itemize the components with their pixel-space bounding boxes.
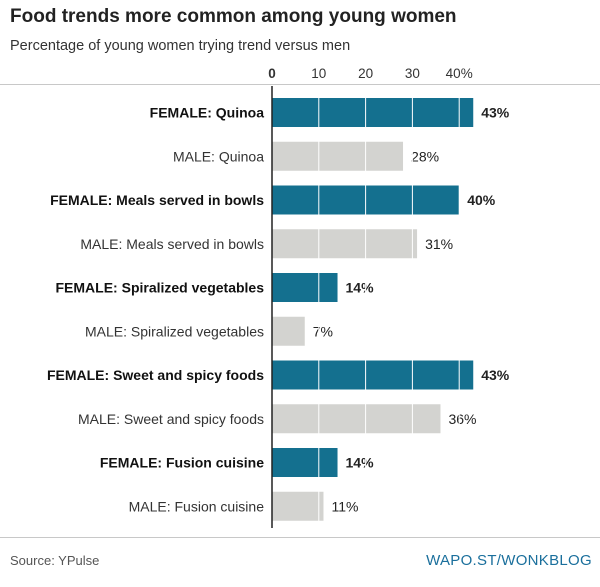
- category-label: MALE: Fusion cuisine: [129, 498, 265, 514]
- value-label: 28%: [411, 148, 439, 164]
- value-label: 11%: [331, 498, 358, 514]
- category-label: FEMALE: Fusion cuisine: [100, 455, 264, 471]
- bar-female: [272, 360, 474, 390]
- x-tick-label: 40%: [446, 66, 473, 81]
- value-label: 43%: [481, 367, 510, 383]
- category-label: MALE: Sweet and spicy foods: [78, 411, 264, 427]
- x-tick-label: 20: [358, 66, 373, 81]
- value-label: 7%: [313, 323, 333, 339]
- footer-rule: [0, 537, 600, 538]
- category-label: FEMALE: Meals served in bowls: [50, 192, 264, 208]
- bar-male: [272, 404, 441, 434]
- chart-title: Food trends more common among young wome…: [10, 6, 457, 27]
- bar-male: [272, 141, 404, 171]
- category-label: FEMALE: Sweet and spicy foods: [47, 367, 264, 383]
- source-note: Source: YPulse: [10, 553, 100, 568]
- category-label: MALE: Quinoa: [173, 148, 264, 164]
- bar-female: [272, 98, 474, 127]
- wonkblog-link[interactable]: WAPO.ST/WONKBLOG: [426, 552, 592, 569]
- value-label: 36%: [448, 411, 476, 427]
- bar-female: [272, 273, 338, 302]
- bar-male: [272, 491, 324, 521]
- x-tick-label: 0: [268, 66, 276, 81]
- bar-male: [272, 229, 418, 259]
- chart-subtitle: Percentage of young women trying trend v…: [10, 38, 351, 54]
- x-tick-label: 10: [311, 66, 326, 81]
- value-label: 14%: [346, 280, 375, 296]
- category-label: MALE: Spiralized vegetables: [85, 323, 264, 339]
- value-label: 43%: [481, 105, 510, 121]
- category-label: MALE: Meals served in bowls: [80, 236, 264, 252]
- category-label: FEMALE: Quinoa: [150, 105, 265, 121]
- value-label: 40%: [467, 192, 496, 208]
- bar-female: [272, 448, 338, 477]
- header-rule: [0, 84, 600, 85]
- category-label: FEMALE: Spiralized vegetables: [56, 280, 265, 296]
- value-label: 14%: [346, 455, 375, 471]
- x-tick-label: 30: [405, 66, 420, 81]
- bar-male: [272, 316, 305, 346]
- value-label: 31%: [425, 236, 453, 252]
